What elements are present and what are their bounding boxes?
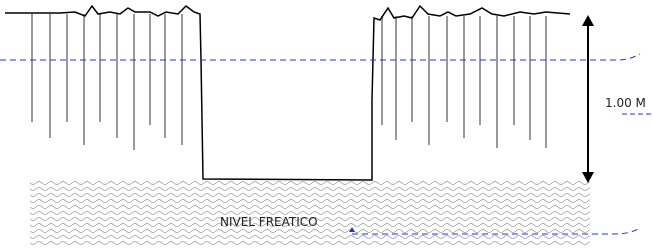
- saturated-soil: [30, 180, 590, 247]
- ground-profile: [5, 6, 570, 180]
- water-table-label: NIVEL FREATICO: [220, 215, 318, 229]
- stakes-right: [382, 16, 546, 148]
- arrow-head-top: [582, 15, 594, 26]
- reference-line: [0, 54, 640, 60]
- excavation-diagram: 1.00 M NIVEL FREATICO: [0, 0, 653, 247]
- page: {"labels": {"depth": "1.00 M", "water_ta…: [0, 0, 653, 247]
- stakes-left: [32, 14, 182, 150]
- depth-label: 1.00 M: [605, 96, 646, 110]
